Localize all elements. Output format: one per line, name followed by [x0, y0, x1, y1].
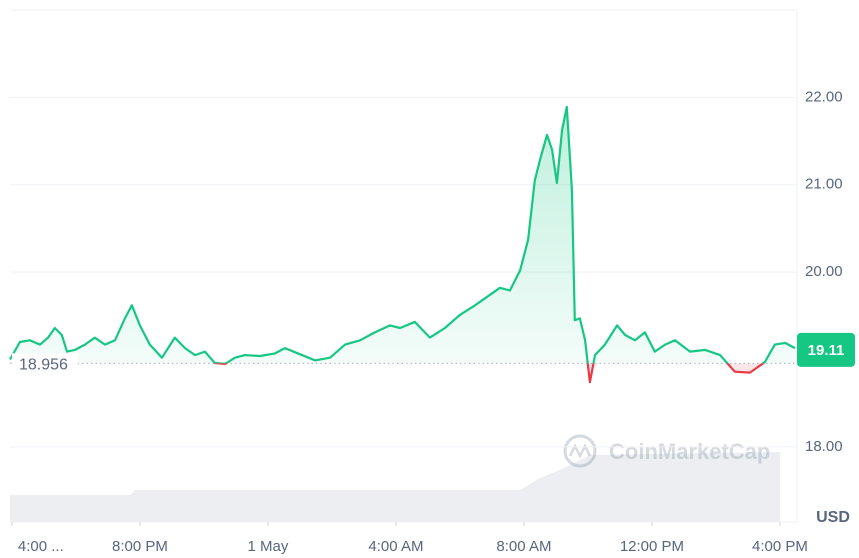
watermark-text: CoinMarketCap: [609, 439, 770, 464]
plot-area: [10, 10, 797, 522]
x-tick-label: 4:00 ...: [18, 538, 64, 555]
x-tick-label: 8:00 PM: [112, 538, 168, 555]
volume-area: [10, 452, 780, 522]
watermark-logo: [563, 434, 597, 468]
x-tick-label: 4:00 AM: [368, 538, 423, 555]
x-tick-label: 12:00 PM: [620, 538, 684, 555]
watermark: CoinMarketCap: [563, 434, 770, 468]
y-tick-label: 21.00: [805, 176, 843, 193]
watermark-logo-mark: [568, 443, 592, 459]
current-price-badge: [797, 332, 855, 367]
x-tick-label: 8:00 AM: [496, 538, 551, 555]
baseline-label: 18.956: [19, 357, 68, 374]
y-tick-label: 20.00: [805, 263, 843, 280]
price-line-up: [9, 105, 796, 364]
x-tick-label: 1 May: [248, 538, 289, 555]
series: [9, 96, 797, 448]
current-price-label: 19.11: [808, 342, 845, 359]
currency-label: USD: [816, 509, 850, 526]
y-tick-label: 18.00: [805, 438, 843, 455]
baseline-label-bg: [12, 353, 78, 374]
y-tick-label: 22.00: [805, 88, 843, 105]
x-tick-label: 4:00 PM: [752, 538, 808, 555]
